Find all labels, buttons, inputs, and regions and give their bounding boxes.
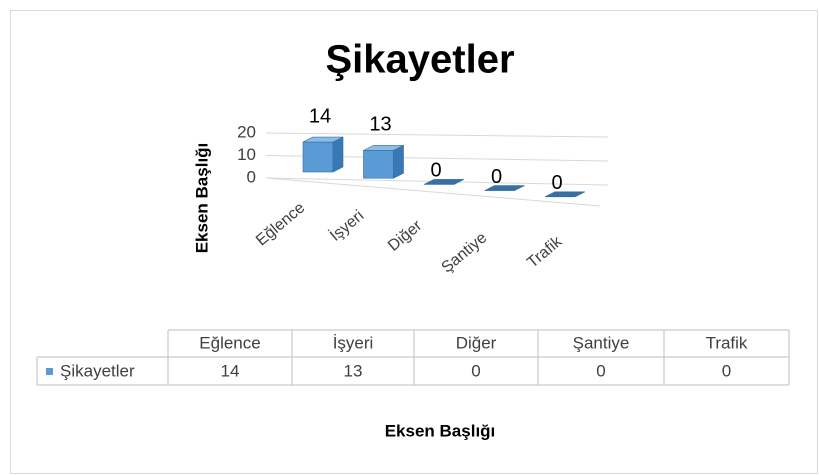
bar-top [302, 136, 344, 143]
table-header: Şantiye [573, 333, 630, 352]
x-axis-title: Eksen Başlığı [385, 421, 496, 440]
y-tick-label: 0 [247, 167, 256, 186]
bar [484, 185, 525, 191]
y-tick-label: 20 [237, 122, 256, 141]
table-header: Eğlence [199, 333, 260, 352]
table-value: 0 [722, 361, 731, 380]
bar-top [423, 179, 465, 185]
bar-front [363, 150, 394, 179]
table-header: Diğer [456, 333, 497, 352]
bar-top [484, 185, 525, 191]
chart-title: Şikayetler [325, 38, 514, 82]
bar-front [302, 141, 334, 173]
legend-marker [46, 368, 53, 375]
floor-edge [265, 177, 601, 207]
table-header: Trafik [706, 333, 748, 352]
data-label: 0 [430, 160, 441, 182]
data-label: 0 [551, 172, 562, 194]
data-label: 14 [309, 105, 331, 127]
bar [423, 179, 465, 185]
chart-area [10, 10, 818, 474]
table-value: 14 [221, 361, 240, 380]
legend-label: Şikayetler [60, 361, 135, 380]
bar-top [363, 145, 404, 151]
bar-top [544, 191, 586, 198]
bar [363, 144, 404, 179]
bar-side [393, 144, 404, 179]
table-header: İşyeri [333, 333, 374, 352]
y-axis-title: Eksen Başlığı [192, 143, 211, 254]
bar [544, 191, 586, 198]
table-value: 0 [596, 361, 605, 380]
grid-line [265, 132, 609, 138]
table-value: 0 [471, 361, 480, 380]
y-tick-label: 10 [237, 145, 256, 164]
bar-side [332, 136, 344, 173]
data-label: 0 [491, 166, 502, 188]
data-label: 13 [369, 114, 391, 136]
bar [302, 136, 344, 173]
table-value: 13 [344, 361, 363, 380]
